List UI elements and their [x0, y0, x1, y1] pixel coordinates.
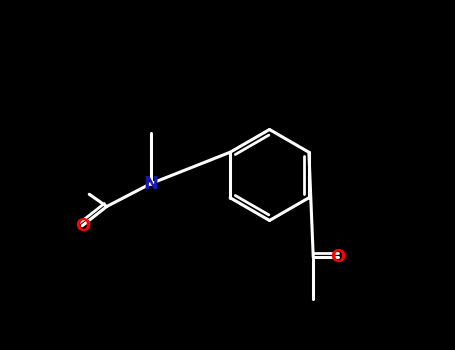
Text: N: N	[143, 175, 158, 193]
Text: O: O	[75, 217, 90, 235]
Text: O: O	[330, 248, 345, 266]
